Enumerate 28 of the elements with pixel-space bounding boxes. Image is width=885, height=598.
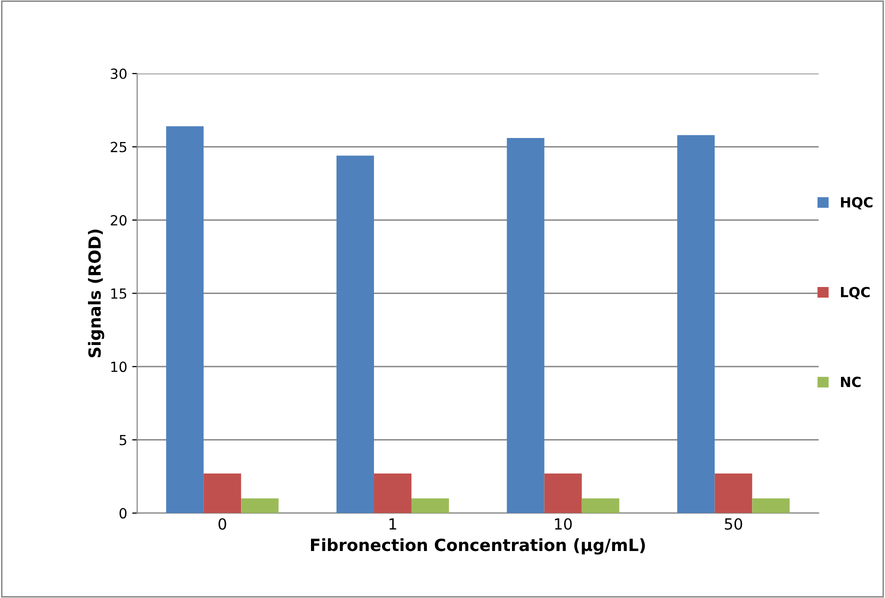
bar [506,138,544,514]
bar [204,474,242,514]
bar [582,498,620,514]
y-tick-label: 5 [120,434,126,446]
y-tick-label: 25 [110,142,126,152]
x-tick-label: 0 [218,518,226,530]
y-tick-label: 10 [111,362,127,372]
legend-label: NC [840,376,861,388]
y-tick-label: 20 [110,215,127,226]
y-axis-title: Signals (ROD) [88,230,104,358]
bar [714,474,752,514]
legend-label: LQC [840,286,870,300]
x-tick-label: 50 [724,518,742,530]
x-tick-label: 10 [555,518,572,530]
bar [336,156,374,514]
bar [241,498,279,514]
y-tick-label: 30 [110,68,127,80]
bar [166,126,204,514]
bar [677,135,715,514]
y-tick-label: 0 [120,508,127,519]
x-tick-label: 1 [390,518,396,530]
bar [544,474,582,514]
x-axis-title: Fibronection Concentration (µg/mL) [310,538,645,555]
y-tick-label: 15 [111,288,126,299]
bar [752,498,790,514]
bar [411,498,449,514]
bar [374,474,412,514]
legend-label: HQC [840,197,872,210]
